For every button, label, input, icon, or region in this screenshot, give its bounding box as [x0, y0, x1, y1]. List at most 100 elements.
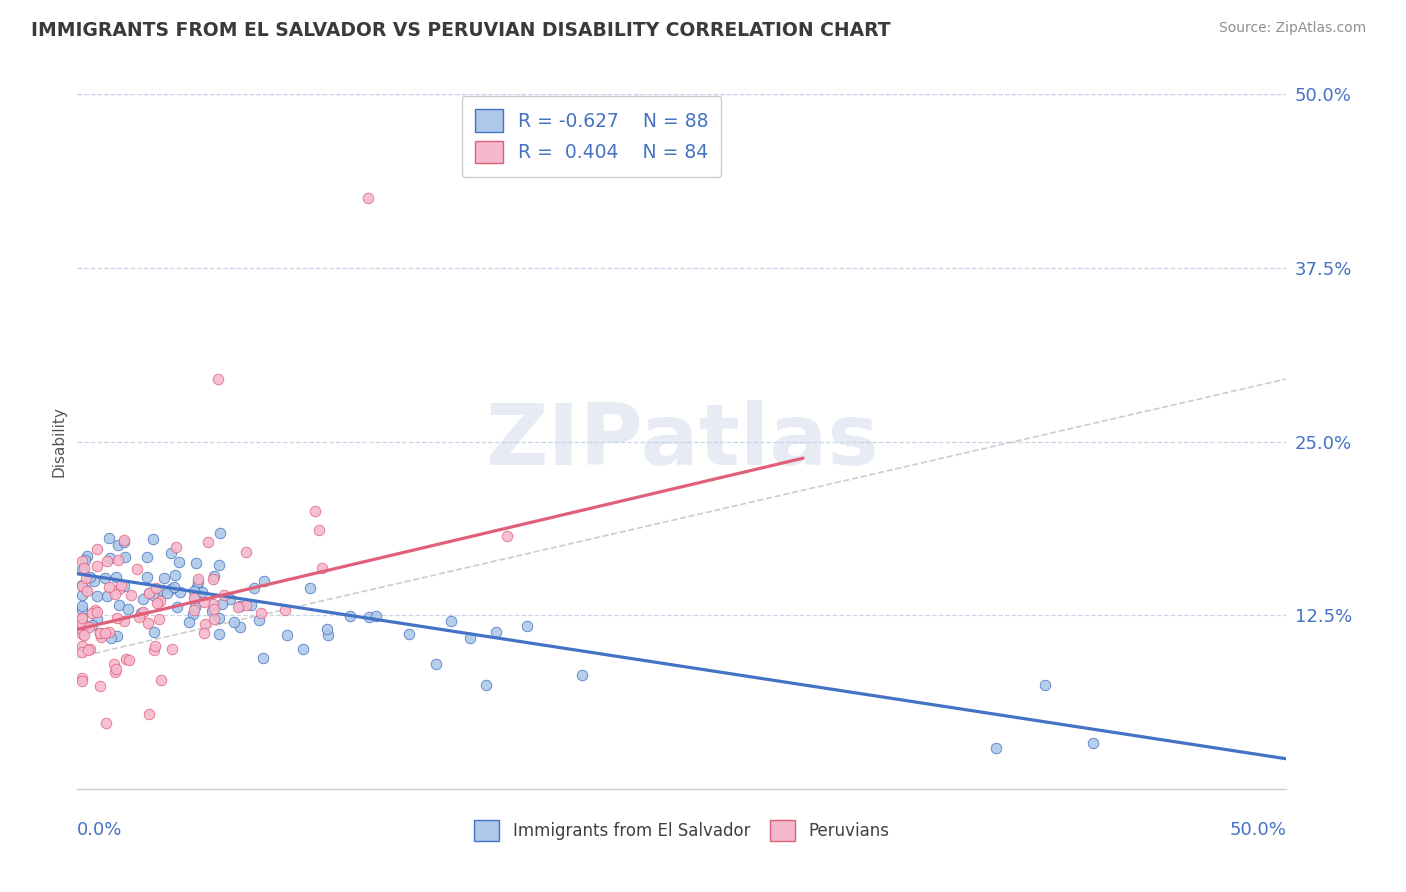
Point [142, 643, 165, 657]
Point [108, 598, 131, 612]
Point [1033, 678, 1056, 692]
Point [70, 673, 93, 688]
Point [226, 599, 249, 614]
Point [77, 643, 100, 657]
Point [77, 620, 100, 634]
Point [240, 598, 263, 612]
Point [183, 584, 205, 599]
Point [70, 626, 93, 640]
Point [156, 586, 179, 600]
Point [70, 611, 93, 625]
Point [70, 599, 93, 613]
Point [96, 715, 118, 730]
Point [70, 645, 93, 659]
Point [475, 678, 498, 692]
Point [104, 665, 127, 680]
Point [114, 652, 136, 666]
Point [315, 623, 337, 637]
Text: IMMIGRANTS FROM EL SALVADOR VS PERUVIAN DISABILITY CORRELATION CHART: IMMIGRANTS FROM EL SALVADOR VS PERUVIAN … [31, 21, 890, 39]
Point [94, 626, 117, 640]
Point [75, 570, 97, 584]
Point [243, 581, 266, 595]
Point [138, 586, 160, 600]
Point [118, 653, 141, 667]
Point [89, 679, 111, 693]
Point [112, 579, 135, 593]
Point [70, 562, 93, 576]
Point [86, 541, 108, 556]
Point [274, 603, 297, 617]
Point [76, 584, 98, 599]
Point [86, 558, 108, 573]
Point [208, 558, 231, 572]
Point [72, 554, 94, 568]
Point [183, 602, 205, 616]
Point [179, 615, 201, 629]
Point [202, 569, 225, 583]
Point [359, 610, 381, 624]
Point [108, 582, 131, 597]
Point [339, 609, 361, 624]
Point [253, 574, 276, 589]
Point [311, 561, 333, 575]
Point [145, 582, 167, 596]
Point [356, 191, 378, 205]
Point [165, 540, 187, 554]
Point [247, 613, 270, 627]
Point [149, 594, 172, 608]
Point [166, 599, 188, 614]
Point [105, 611, 128, 625]
Point [1081, 736, 1104, 750]
Point [84, 603, 107, 617]
Point [107, 538, 129, 552]
Point [250, 606, 273, 620]
Point [571, 667, 593, 681]
Point [117, 601, 139, 615]
Point [104, 662, 127, 676]
Point [187, 575, 209, 590]
Point [73, 618, 96, 632]
Point [201, 598, 224, 612]
Point [82, 618, 104, 632]
Point [207, 626, 229, 640]
Point [516, 619, 538, 633]
Point [496, 529, 519, 543]
Text: 0.0%: 0.0% [77, 821, 122, 838]
Point [128, 610, 150, 624]
Point [112, 534, 135, 549]
Point [79, 570, 101, 584]
Point [89, 625, 111, 640]
Point [70, 603, 93, 617]
Point [209, 526, 232, 541]
Point [96, 554, 118, 568]
Point [208, 611, 231, 625]
Point [181, 607, 204, 621]
Point [292, 641, 315, 656]
Point [70, 640, 93, 654]
Point [120, 588, 142, 602]
Point [138, 707, 160, 722]
Y-axis label: Disability: Disability [51, 406, 66, 477]
Point [70, 617, 93, 632]
Point [86, 612, 108, 626]
Point [167, 555, 190, 569]
Point [112, 614, 135, 628]
Point [229, 620, 252, 634]
Point [112, 533, 135, 547]
Point [80, 606, 103, 620]
Point [129, 606, 152, 620]
Point [308, 523, 330, 537]
Point [148, 612, 170, 626]
Point [138, 586, 160, 600]
Point [150, 673, 173, 688]
Point [73, 628, 96, 642]
Point [100, 631, 122, 645]
Point [70, 671, 93, 685]
Point [187, 573, 209, 587]
Point [75, 553, 97, 567]
Text: ZIPatlas: ZIPatlas [485, 400, 879, 483]
Point [98, 551, 121, 566]
Point [152, 571, 174, 585]
Point [183, 591, 205, 605]
Point [105, 630, 128, 644]
